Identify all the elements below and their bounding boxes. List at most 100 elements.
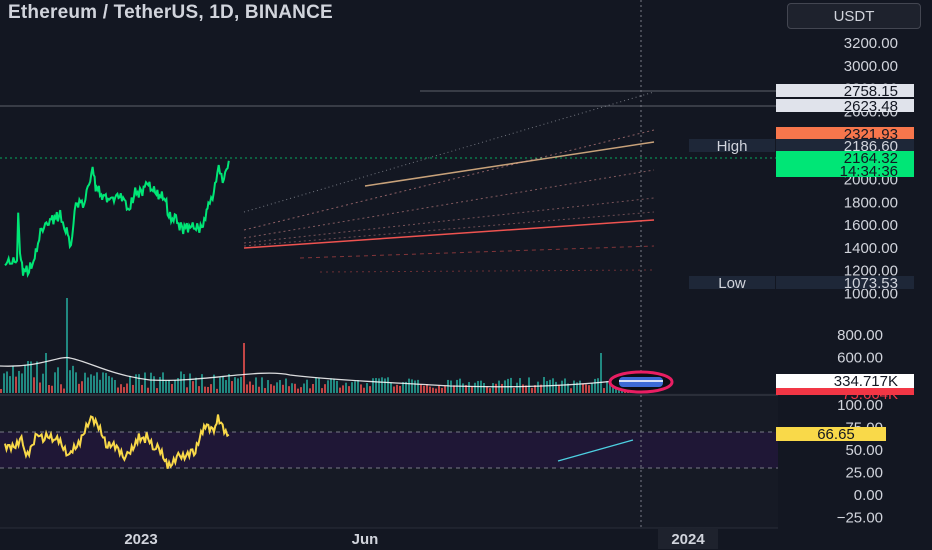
- volume-bar: [501, 383, 503, 393]
- volume-bar: [453, 385, 455, 393]
- volume-bar: [99, 379, 101, 393]
- volume-bar: [402, 382, 404, 393]
- volume-bar: [219, 377, 221, 393]
- volume-bar: [198, 386, 200, 393]
- volume-bar: [393, 386, 395, 393]
- volume-bar: [102, 372, 104, 393]
- volume-bar: [60, 384, 62, 393]
- price-label-last: 2164.32: [844, 150, 898, 167]
- rsi-axis-tick: 100.00: [837, 397, 883, 414]
- volume-bar: [246, 384, 248, 393]
- price-axis-tick: 3000.00: [844, 58, 898, 75]
- volume-bar: [564, 378, 566, 393]
- volume-bar: [351, 382, 353, 393]
- time-axis-tick: Jun: [352, 531, 379, 548]
- fan-line-4: [243, 211, 655, 247]
- volume-bar: [594, 378, 596, 393]
- volume-bar: [582, 383, 584, 393]
- fan-line-1: [243, 129, 655, 231]
- volume-bar: [297, 388, 299, 393]
- volume-bar: [579, 380, 581, 393]
- volume-bar: [489, 388, 491, 393]
- volume-bar: [12, 366, 14, 393]
- volume-bar: [189, 373, 191, 393]
- volume-bar: [483, 382, 485, 393]
- volume-bar: [525, 385, 527, 393]
- volume-label-bg: [776, 374, 914, 388]
- volume-bar: [468, 382, 470, 393]
- price-axis-tick: 3200.00: [844, 35, 898, 52]
- volume-bar: [561, 380, 563, 393]
- volume-bar: [63, 388, 65, 393]
- price-label-2623: 2623.48: [844, 98, 898, 115]
- currency-button[interactable]: USDT: [787, 3, 921, 29]
- volume-bar: [363, 387, 365, 393]
- volume-bar: [516, 382, 518, 393]
- volume-bar: [57, 367, 59, 393]
- volume-bar: [177, 377, 179, 393]
- volume-bar: [333, 378, 335, 393]
- volume-bar: [183, 374, 185, 393]
- volume-bar: [339, 387, 341, 393]
- price-label-2623-bg: [776, 99, 914, 112]
- volume-bar: [153, 376, 155, 393]
- volume-bar: [342, 385, 344, 393]
- volume-bar: [543, 377, 545, 393]
- volume-bar: [210, 384, 212, 393]
- volume-bar: [222, 376, 224, 393]
- volume-bar: [588, 385, 590, 393]
- volume-bar: [18, 370, 20, 393]
- volume-bar: [132, 384, 134, 393]
- volume-bar: [129, 375, 131, 393]
- price-label-low-tag: Low: [718, 275, 746, 292]
- volume-bar: [444, 386, 446, 393]
- volume-bar: [399, 385, 401, 393]
- volume-bars: [0, 298, 641, 393]
- volume-bar: [285, 378, 287, 393]
- price-label-last-bg: [776, 151, 914, 177]
- volume-bar: [558, 384, 560, 393]
- volume-bar: [417, 379, 419, 393]
- volume-bar: [48, 385, 50, 393]
- rsi-axis-tick: 0.00: [854, 487, 883, 504]
- volume-bar: [570, 388, 572, 393]
- price-line: [4, 160, 230, 278]
- volume-bar: [111, 377, 113, 393]
- volume-bar: [186, 387, 188, 393]
- volume-bar: [171, 383, 173, 393]
- price-label-low-bg: [776, 276, 914, 289]
- volume-bar: [267, 380, 269, 393]
- volume-bar: [345, 382, 347, 393]
- volume-bar: [6, 371, 8, 393]
- volume-bar: [75, 372, 77, 393]
- volume-bar: [147, 387, 149, 393]
- volume-bar: [36, 361, 38, 393]
- volume-bar: [555, 381, 557, 393]
- price-label-2321: 2321.93: [844, 126, 898, 143]
- volume-bar: [387, 377, 389, 393]
- volume-bar: [201, 374, 203, 393]
- volume-axis-tick: 600.00: [837, 350, 883, 367]
- volume-bar: [261, 377, 263, 393]
- volume-bar: [120, 384, 122, 393]
- volume-bar: [474, 382, 476, 393]
- volume-bar: [141, 384, 143, 393]
- volume-bar: [567, 383, 569, 393]
- volume-bar: [21, 373, 23, 393]
- volume-bar: [540, 384, 542, 393]
- volume-bar: [39, 382, 41, 393]
- volume-bar: [252, 384, 254, 393]
- volume-bar: [597, 378, 599, 393]
- volume-bar: [258, 386, 260, 393]
- time-axis-tick: 2023: [124, 531, 157, 548]
- volume-bar: [15, 376, 17, 393]
- volume-bar: [603, 388, 605, 393]
- volume-bar: [585, 384, 587, 393]
- volume-bar: [519, 378, 521, 393]
- price-axis-tick: 1800.00: [844, 194, 898, 211]
- volume-bar: [159, 376, 161, 393]
- volume-bar: [318, 378, 320, 393]
- volume-bar: [495, 383, 497, 393]
- volume-bar: [207, 386, 209, 393]
